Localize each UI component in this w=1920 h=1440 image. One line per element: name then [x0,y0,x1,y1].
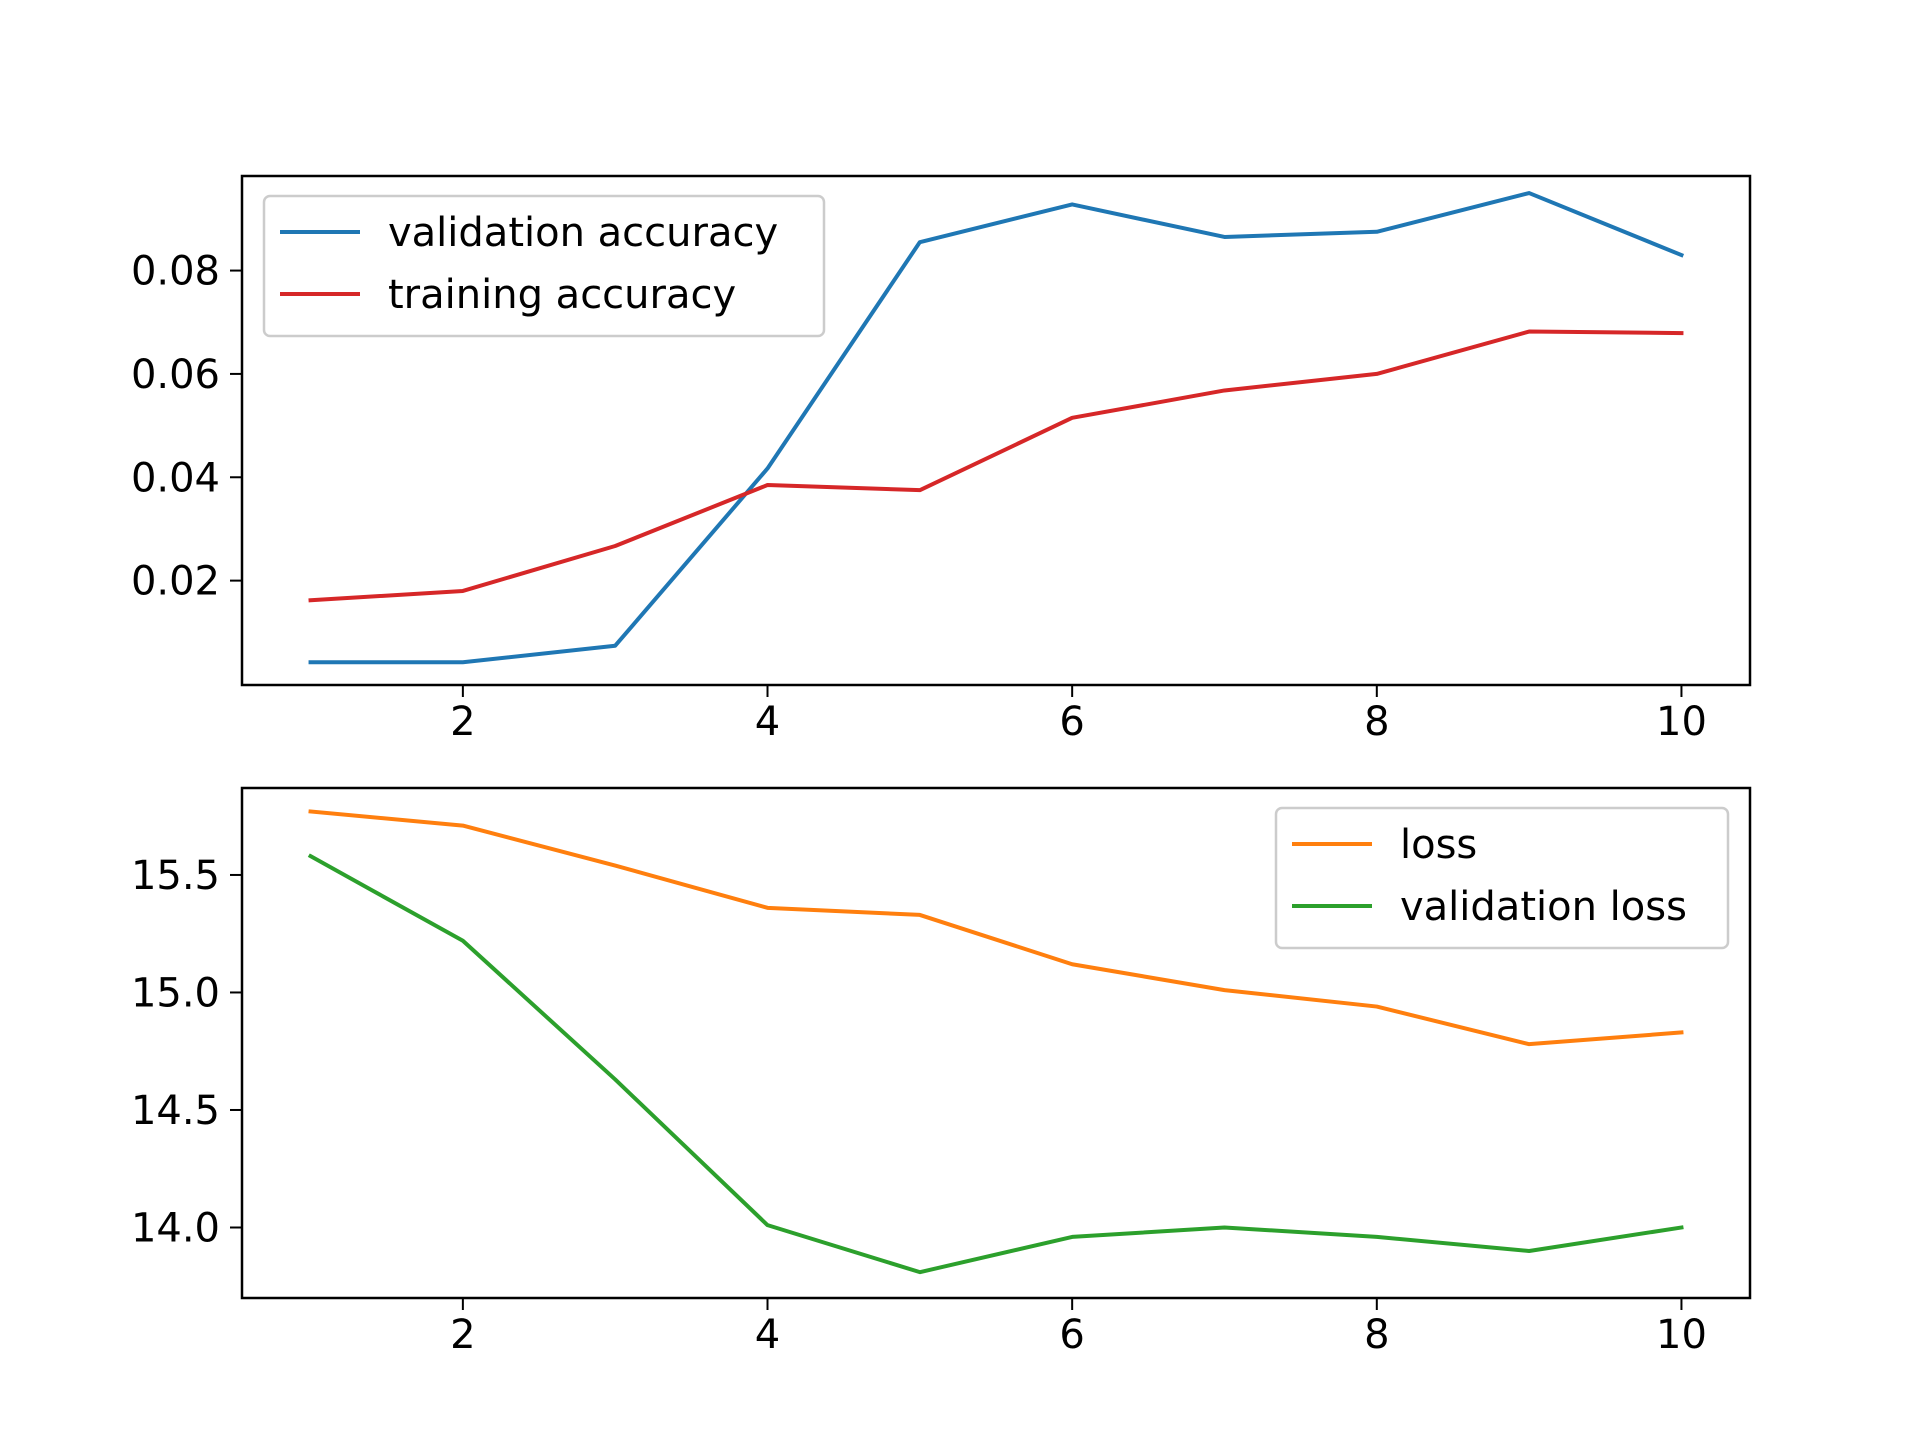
loss-axes-frame [240,786,1752,1300]
loss-xtick-label: 10 [1656,1312,1707,1358]
loss-series-validation-loss [307,853,1684,1275]
accuracy-ytick-label: 0.02 [131,559,220,605]
accuracy-ytick-label: 0.08 [131,249,220,295]
accuracy-ytick-label: 0.04 [131,455,220,501]
accuracy-legend-label: validation accuracy [388,210,778,256]
loss-xtick-label: 2 [450,1312,475,1358]
loss-ytick-label: 14.0 [131,1205,220,1251]
loss-ytick-label: 15.5 [131,853,220,899]
accuracy-legend-box [262,194,826,338]
loss-legend: loss validation loss [1274,806,1730,950]
accuracy-xtick-label: 6 [1059,699,1084,745]
accuracy-series-validation-accuracy [308,191,1685,665]
loss-legend-label: validation loss [1400,884,1687,930]
accuracy-axes: 2 4 6 8 10 0.02 0.04 0.06 0.08 validation accurac… [131,174,1752,745]
loss-xtick-label: 8 [1364,1312,1389,1358]
loss-ytick-label: 14.5 [131,1088,220,1134]
loss-legend-box [1274,806,1730,950]
loss-legend-label: loss [1400,822,1477,868]
loss-axes: 2 4 6 8 10 14.0 14.5 15.0 15.5 loss validation los… [131,786,1752,1358]
accuracy-xtick-label: 10 [1656,699,1707,745]
accuracy-ytick-label: 0.06 [131,352,220,398]
accuracy-legend: validation accuracy training accuracy [262,194,826,338]
accuracy-xtick-label: 2 [450,699,475,745]
accuracy-axes-frame [240,174,1752,687]
loss-xtick-label: 4 [755,1312,780,1358]
accuracy-xtick-label: 4 [755,699,780,745]
loss-ytick-label: 15.0 [131,970,220,1016]
loss-series-loss [308,809,1684,1047]
accuracy-legend-label: training accuracy [388,272,736,318]
accuracy-xtick-label: 8 [1364,699,1389,745]
loss-xtick-label: 6 [1059,1312,1084,1358]
accuracy-series-training-accuracy [308,329,1684,603]
